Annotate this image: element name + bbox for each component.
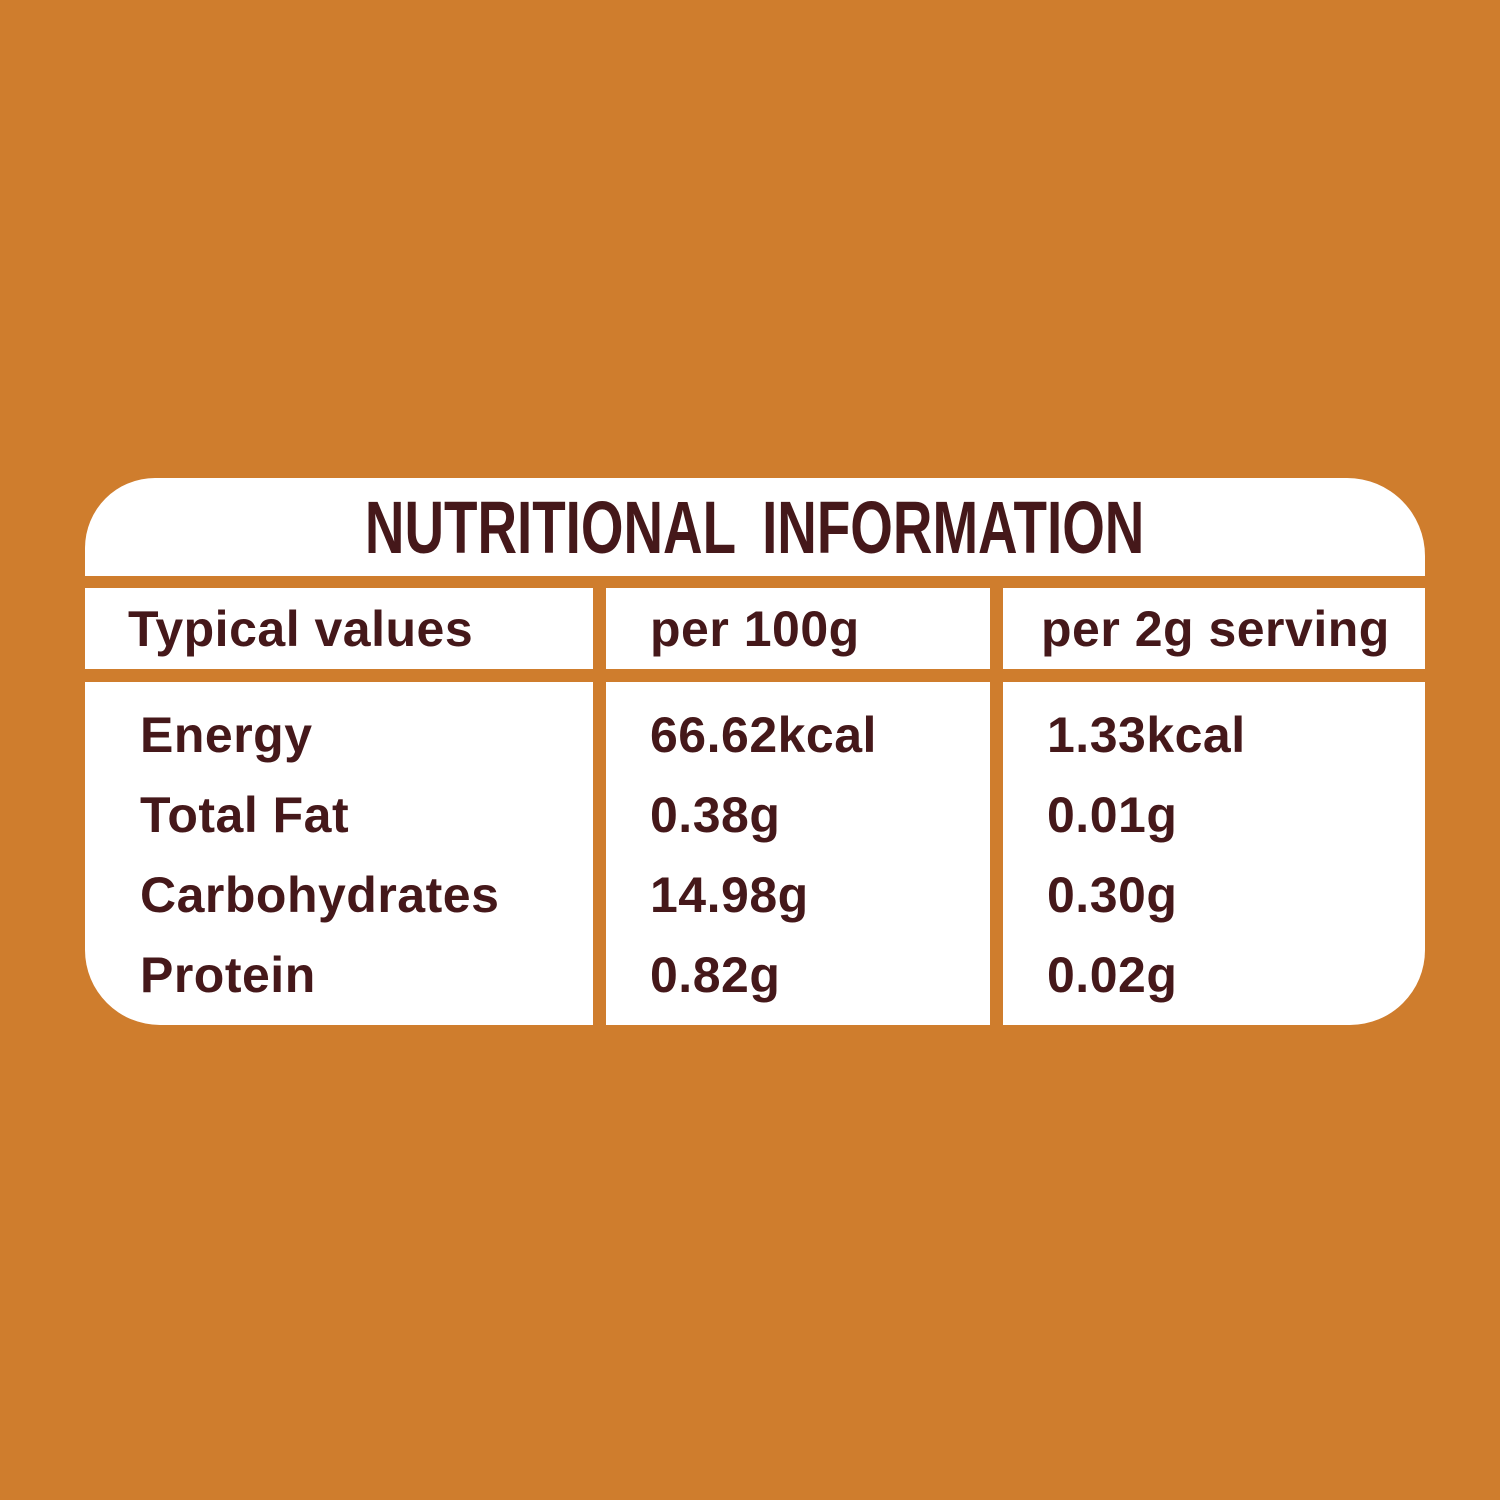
column-header-per-100g: per 100g	[606, 588, 990, 669]
title-bar: NUTRITIONAL INFORMATION	[85, 478, 1425, 576]
nutrient-labels-column: Energy Total Fat Carbohydrates Protein	[85, 682, 593, 1025]
column-header-per-2g-serving: per 2g serving	[1003, 588, 1425, 669]
value-carbohydrates-per-serving: 0.30g	[1047, 867, 1178, 923]
row-label-energy: Energy	[140, 707, 313, 763]
nutrition-facts-card: NUTRITIONAL INFORMATION Typical values p…	[85, 478, 1425, 1025]
column-header-typical-values: Typical values	[85, 588, 593, 669]
value-total-fat-per-100g: 0.38g	[650, 787, 781, 843]
value-carbohydrates-per-100g: 14.98g	[650, 867, 809, 923]
value-total-fat-per-serving: 0.01g	[1047, 787, 1178, 843]
per-100g-values-column: 66.62kcal 0.38g 14.98g 0.82g	[606, 682, 990, 1025]
per-serving-values-column: 1.33kcal 0.01g 0.30g 0.02g	[1003, 682, 1425, 1025]
value-protein-per-serving: 0.02g	[1047, 947, 1178, 1003]
row-label-protein: Protein	[140, 947, 316, 1003]
row-label-carbohydrates: Carbohydrates	[140, 867, 500, 923]
page-title: NUTRITIONAL INFORMATION	[365, 485, 1145, 569]
value-protein-per-100g: 0.82g	[650, 947, 781, 1003]
value-energy-per-serving: 1.33kcal	[1047, 707, 1246, 763]
row-label-total-fat: Total Fat	[140, 787, 350, 843]
value-energy-per-100g: 66.62kcal	[650, 707, 877, 763]
